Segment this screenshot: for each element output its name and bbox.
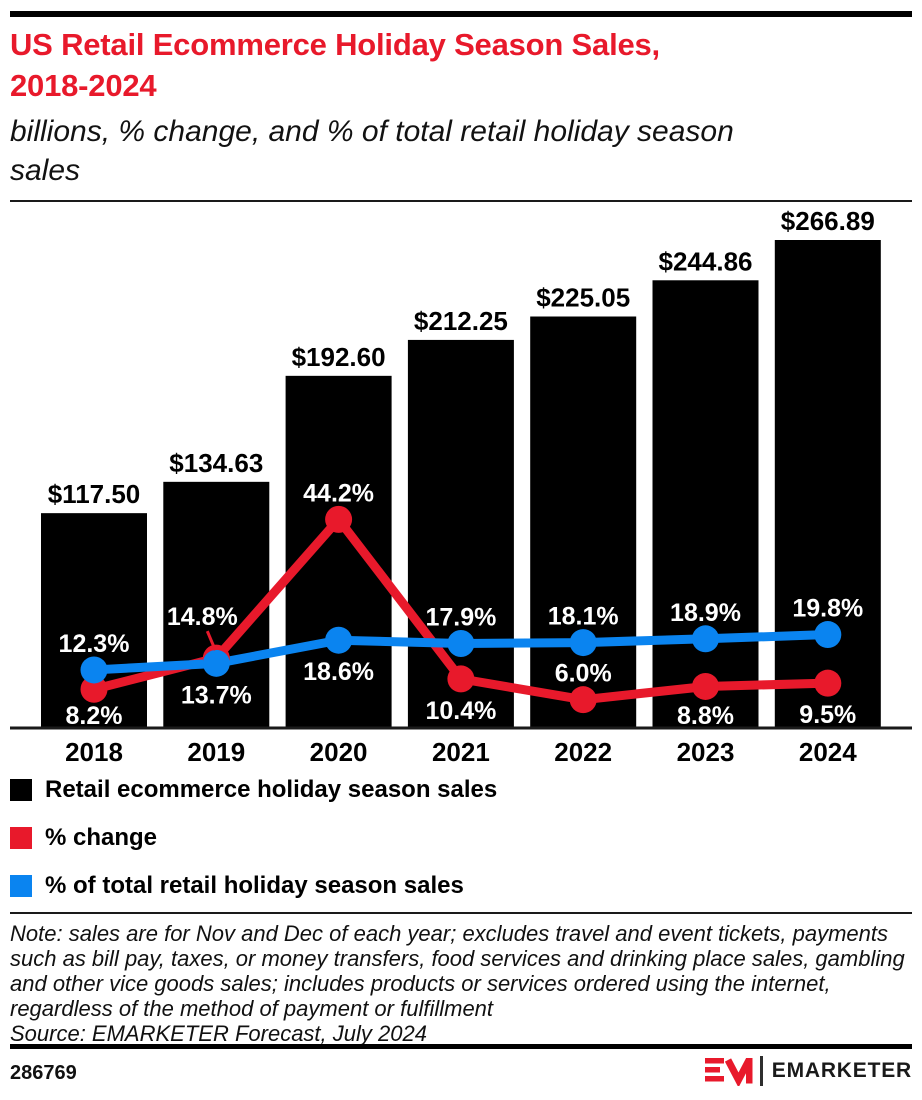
legend-item-ecommerce-sales: Retail ecommerce holiday season sales [10, 776, 497, 804]
x-tick-label-2023: 2023 [677, 737, 735, 767]
pct-change-label-2020: 44.2% [303, 479, 374, 507]
bar-value-label-2020: $192.60 [292, 342, 386, 372]
pct-of-total-point-2020 [325, 626, 353, 654]
top-rule [10, 11, 912, 17]
em-mark-m-stroke [724, 1058, 752, 1086]
pct-change-label-2024: 9.5% [799, 701, 856, 729]
logo-wordmark: EMARKETER [771, 1059, 912, 1082]
x-tick-label-2019: 2019 [187, 737, 245, 767]
pct-change-label-2019: 14.8% [167, 603, 238, 631]
pct-of-total-label-2021: 17.9% [425, 604, 496, 632]
bar-2023 [652, 280, 759, 728]
pct-change-point-2020 [325, 505, 353, 533]
bar-2024 [774, 240, 881, 728]
legend-swatch-red-icon [10, 827, 32, 849]
emarketer-logo: EMARKETER [704, 1056, 912, 1086]
legend-label: % of total retail holiday season sales [45, 872, 464, 899]
pct-change-point-2018 [80, 675, 108, 703]
pct-of-total-point-2021 [447, 630, 475, 658]
bar-value-label-2024: $266.89 [781, 206, 875, 236]
pct-change-label-2018: 8.2% [66, 702, 123, 730]
footnote-line: such as bill pay, taxes, or money transf… [10, 946, 905, 971]
pct-of-total-point-2024 [814, 621, 842, 649]
em-logo-mark-icon [704, 1058, 753, 1086]
pct-of-total-label-2022: 18.1% [548, 603, 619, 631]
pct-change-label-2023: 8.8% [677, 702, 734, 730]
legend-swatch-blue-icon [10, 875, 32, 897]
x-tick-label-2018: 2018 [65, 737, 123, 767]
x-tick-label-2020: 2020 [310, 737, 368, 767]
footnote-divider-rule [10, 912, 912, 914]
pct-change-point-2021 [447, 665, 475, 693]
pct-change-label-leader-2019 [205, 630, 217, 651]
bar-value-label-2021: $212.25 [414, 306, 508, 336]
pct-of-total-label-2024: 19.8% [792, 595, 863, 623]
bar-value-label-2023: $244.86 [659, 246, 753, 276]
legend: Retail ecommerce holiday season sales % … [10, 776, 497, 900]
source-line: Source: EMARKETER Forecast, July 2024 [10, 1021, 427, 1046]
legend-item-pct-of-total: % of total retail holiday season sales [10, 872, 497, 900]
bar-2021 [407, 339, 514, 728]
pct-change-point-2023 [692, 672, 719, 700]
x-tick-label-2021: 2021 [432, 737, 490, 767]
pct-of-total-point-2023 [692, 625, 719, 653]
footnote-line: Note: sales are for Nov and Dec of each … [10, 921, 889, 946]
combo-bar-line-chart: $117.50 $134.63 $192.60 $212.25 $225.05 $244.… [10, 206, 912, 767]
pct-of-total-label-2023: 18.9% [670, 599, 741, 627]
em-mark-e-bar [704, 1058, 724, 1064]
pct-change-label-2022: 6.0% [555, 660, 612, 688]
em-mark-m-stem [745, 1058, 753, 1084]
pct-change-point-2022 [569, 686, 597, 714]
bar-value-label-2018: $117.50 [48, 479, 141, 509]
legend-item-pct-change: % change [10, 824, 497, 852]
em-mark-e-bar [704, 1076, 724, 1082]
bottom-rule [10, 1044, 912, 1049]
footnote: Note: sales are for Nov and Dec of each … [10, 921, 905, 1046]
chart-subtitle-line1: billions, % change, and % of total retai… [10, 115, 734, 148]
pct-change-point-2024 [814, 669, 842, 697]
footnote-line: and other vice goods sales; includes pro… [10, 971, 831, 996]
chart-subtitle: billions, % change, and % of total retai… [10, 112, 734, 190]
pct-of-total-label-2020: 18.6% [303, 658, 374, 686]
chart-title-line2: 2018-2024 [10, 68, 157, 103]
chart-id: 286769 [10, 1062, 77, 1084]
x-tick-label-2022: 2022 [554, 737, 612, 767]
x-tick-label-2024: 2024 [799, 737, 857, 767]
title-divider-rule [10, 200, 912, 202]
em-mark-e-bar [704, 1067, 720, 1073]
legend-swatch-black-icon [10, 779, 32, 801]
chart-subtitle-line2: sales [10, 154, 81, 187]
legend-label: Retail ecommerce holiday season sales [45, 776, 498, 803]
x-axis-line [10, 726, 912, 730]
pct-of-total-point-2018 [80, 656, 108, 684]
pct-of-total-point-2022 [569, 629, 597, 657]
pct-change-label-2021: 10.4% [425, 697, 496, 725]
legend-label: % change [45, 824, 158, 851]
bar-2022 [530, 316, 637, 728]
chart-title-line1: US Retail Ecommerce Holiday Season Sales… [10, 27, 660, 62]
bar-value-label-2019: $134.63 [169, 448, 263, 478]
bar-value-label-2022: $225.05 [536, 283, 630, 313]
footnote-line: regardless of the method of payment or f… [10, 996, 494, 1021]
pct-of-total-label-2018: 12.3% [59, 630, 130, 658]
pct-of-total-point-2019 [202, 649, 230, 677]
chart-title: US Retail Ecommerce Holiday Season Sales… [10, 24, 660, 106]
bar-2020 [285, 375, 392, 728]
bar-2019 [163, 481, 270, 728]
logo-divider [759, 1056, 763, 1086]
pct-of-total-label-2019: 13.7% [181, 681, 252, 709]
